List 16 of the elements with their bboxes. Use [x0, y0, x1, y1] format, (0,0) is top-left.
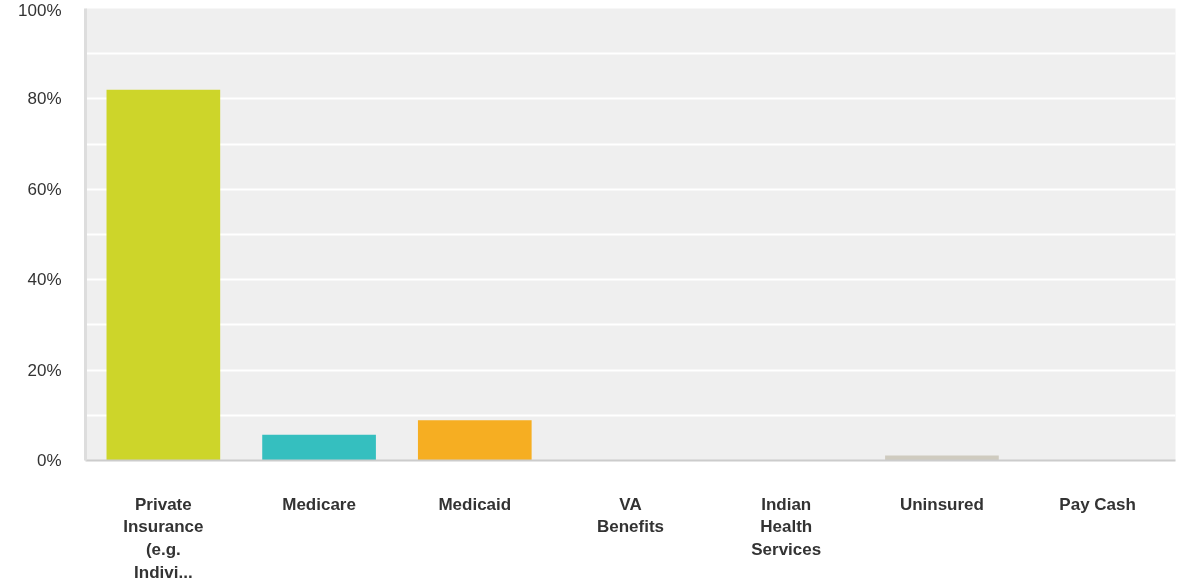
x-tick-label: Uninsured — [899, 494, 984, 514]
y-tick-label: 20% — [27, 360, 62, 380]
bar — [106, 89, 221, 461]
y-tick-label: 40% — [27, 270, 62, 290]
y-tick-label: 0% — [36, 451, 62, 470]
x-tick-label: Medicare — [282, 494, 356, 514]
x-tick-label: Private Insurance (e.g. Indivi... — [123, 494, 204, 582]
x-tick-label: VA Benefits — [596, 494, 665, 537]
x-tick-label: Pay Cash — [1059, 494, 1136, 514]
y-tick-label: 100% — [18, 0, 62, 20]
y-tick-label: 80% — [27, 89, 62, 109]
y-tick-label: 60% — [27, 179, 62, 199]
bar — [262, 434, 376, 461]
bar — [417, 420, 532, 461]
x-tick-label: Indian Health Services — [751, 494, 822, 560]
x-tick-label: Medicaid — [438, 494, 512, 514]
